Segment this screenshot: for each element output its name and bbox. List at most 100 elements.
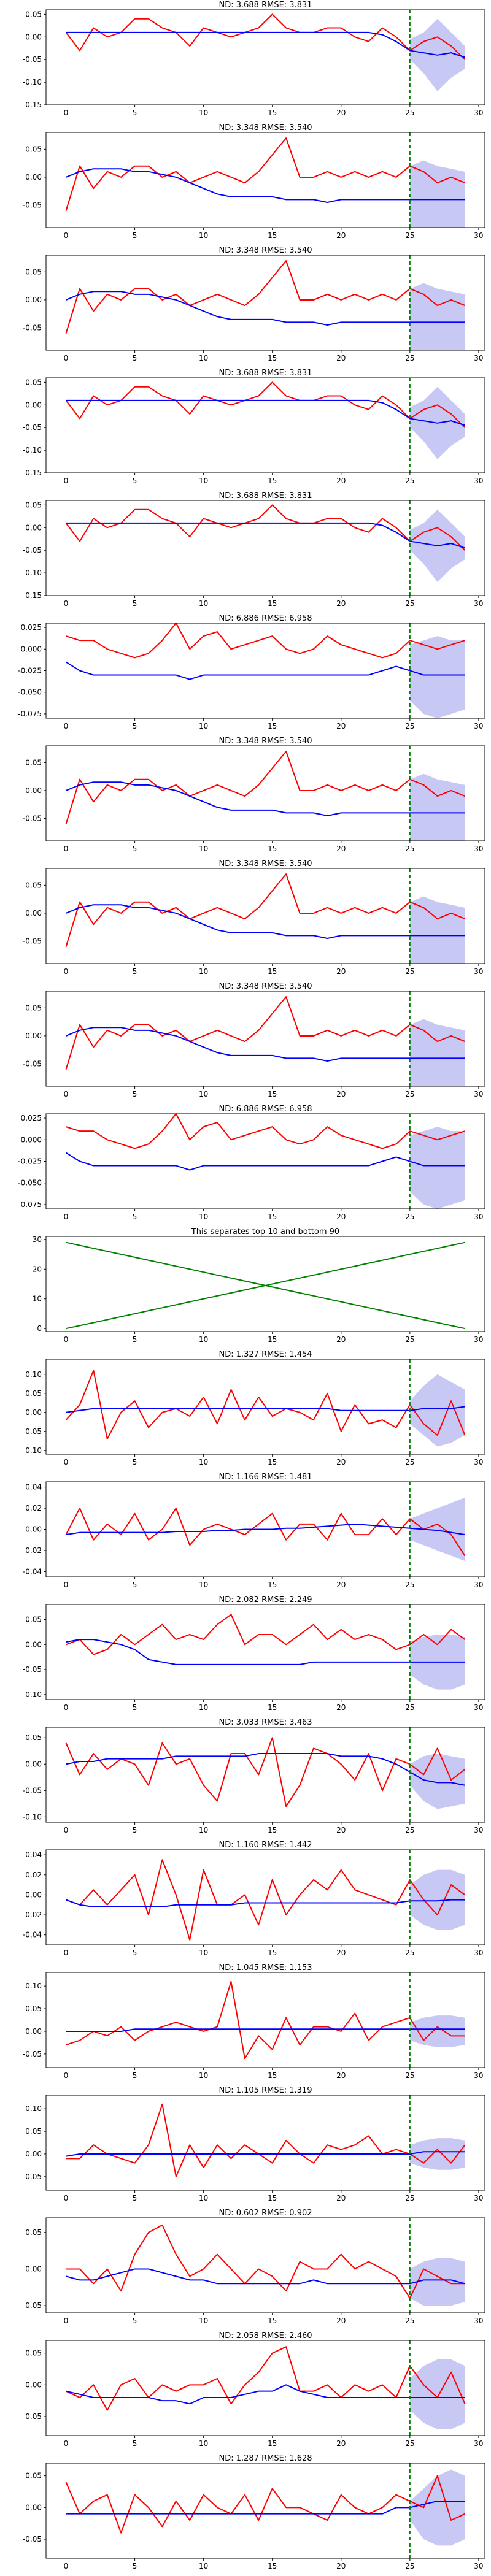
x-tick-label: 10	[199, 1703, 208, 1712]
x-tick-label: 25	[405, 722, 414, 730]
predicted-series-line	[66, 291, 465, 326]
x-tick-label: 0	[64, 2194, 69, 2202]
x-tick-label: 5	[133, 477, 137, 485]
axes-frame	[45, 2463, 485, 2559]
chart-panel-11: This separates top 10 and bottom 90 0 5 10 1…	[33, 1227, 485, 1344]
x-tick-label: 20	[336, 1335, 346, 1344]
predicted-series-line	[65, 661, 465, 680]
x-tick-label: 15	[268, 2071, 277, 2080]
actual-series-line	[66, 1614, 466, 1655]
x-tick-label: 5	[133, 1703, 137, 1712]
x-tick-label: 0	[64, 1703, 69, 1712]
uncertainty-band	[409, 1127, 465, 1209]
predicted-series-line	[66, 1523, 465, 1536]
x-tick-label: 15	[268, 231, 277, 240]
chart-title: ND: 2.058 RMSE: 2.460	[218, 2331, 312, 2340]
predicted-series-line	[66, 781, 465, 816]
chart-title: ND: 3.348 RMSE: 3.540	[218, 737, 312, 746]
uncertainty-band	[409, 2138, 465, 2170]
y-tick-label: -0.10	[23, 1690, 42, 1699]
x-tick-label: 30	[474, 845, 483, 853]
y-tick-label: -0.05	[23, 1665, 42, 1674]
y-tick-label: -0.05	[23, 1060, 42, 1068]
uncertainty-band	[409, 160, 465, 228]
axes-frame	[45, 1236, 485, 1332]
y-tick-label: 0.05	[25, 2228, 42, 2237]
uncertainty-band	[409, 2469, 465, 2546]
x-tick-label: 20	[336, 231, 346, 240]
predicted-series-line	[66, 1899, 465, 1907]
x-tick-label: 30	[474, 2071, 483, 2080]
y-tick-label: 20	[33, 1265, 42, 1273]
x-tick-label: 0	[64, 1581, 69, 1589]
chart-panel-7: ND: 3.348 RMSE: 3.540 0 5 10 15 20 25 30 0.05 0.0…	[23, 737, 485, 853]
y-tick-label: 0.00	[25, 1640, 42, 1649]
y-tick-label: 0.00	[25, 909, 42, 918]
actual-series-line	[65, 504, 466, 551]
x-tick-label: 20	[336, 477, 346, 485]
x-tick-label: 5	[133, 845, 137, 853]
predicted-series-line	[66, 31, 465, 58]
axes-frame	[45, 1972, 485, 2068]
axes-frame	[45, 868, 485, 964]
predicted-series-line	[66, 2501, 465, 2515]
x-tick-label: 10	[199, 1458, 208, 1466]
chart-title: ND: 0.602 RMSE: 0.902	[218, 2209, 312, 2218]
chart-title: ND: 3.688 RMSE: 3.831	[218, 369, 312, 378]
actual-series-line	[65, 996, 465, 1070]
x-tick-label: 20	[336, 2071, 346, 2080]
y-tick-label: 30	[33, 1235, 42, 1244]
x-tick-label: 0	[64, 1335, 69, 1344]
x-tick-label: 30	[474, 1703, 483, 1712]
x-tick-label: 15	[268, 354, 277, 362]
x-tick-label: 15	[268, 2317, 277, 2325]
x-tick-label: 25	[405, 2562, 414, 2570]
y-tick-label: -0.05	[23, 815, 42, 823]
y-tick-label: 0.00	[25, 2264, 42, 2273]
x-tick-label: 10	[199, 1335, 208, 1344]
chart-panel-5: ND: 3.688 RMSE: 3.831 0 5 10 15 20 25 30 0.05 0.0…	[23, 491, 485, 608]
x-tick-label: 15	[268, 1949, 277, 1957]
x-tick-label: 30	[474, 967, 483, 976]
x-tick-label: 10	[199, 2194, 208, 2202]
y-tick-label: 0.00	[25, 2027, 42, 2036]
x-tick-label: 20	[336, 1949, 346, 1957]
axes-frame	[45, 132, 485, 228]
y-tick-label: -0.05	[23, 55, 42, 64]
x-tick-label: 0	[64, 477, 69, 485]
x-tick-label: 20	[336, 722, 346, 730]
x-tick-label: 20	[336, 845, 346, 853]
chart-panel-13: ND: 1.166 RMSE: 1.481 0 5 10 15 20 25 30 0.04 0.0…	[23, 1473, 485, 1589]
y-tick-label: -0.05	[23, 201, 42, 210]
chart-panel-12: ND: 1.327 RMSE: 1.454 0 5 10 15 20 25 30 0.10 0.0…	[23, 1350, 485, 1466]
x-tick-label: 15	[268, 1458, 277, 1466]
uncertainty-band	[409, 1019, 465, 1086]
x-tick-label: 30	[474, 231, 483, 240]
x-tick-label: 20	[336, 1090, 346, 1098]
separator-line	[66, 1241, 465, 1330]
x-tick-label: 0	[64, 1213, 69, 1221]
actual-series-line	[66, 623, 465, 659]
x-tick-label: 5	[133, 599, 137, 608]
x-tick-label: 25	[405, 1335, 414, 1344]
x-tick-label: 10	[199, 2439, 208, 2448]
axes-frame	[45, 1727, 485, 1823]
x-tick-label: 25	[405, 1826, 414, 1834]
x-tick-label: 30	[474, 1949, 483, 1957]
y-tick-label: 0.00	[25, 1408, 42, 1417]
x-tick-label: 0	[64, 722, 69, 730]
x-tick-label: 10	[199, 477, 208, 485]
x-tick-label: 5	[133, 2071, 137, 2080]
x-tick-label: 25	[405, 1949, 414, 1957]
x-tick-label: 15	[268, 967, 277, 976]
y-tick-label: 0.00	[25, 1890, 42, 1899]
y-tick-label: 0.05	[25, 145, 42, 153]
actual-series-line	[66, 2103, 466, 2177]
x-tick-label: 30	[474, 722, 483, 730]
x-tick-label: 10	[199, 845, 208, 853]
predicted-series-line	[66, 1406, 465, 1413]
x-tick-label: 20	[336, 1458, 346, 1466]
x-tick-label: 5	[133, 1458, 137, 1466]
y-tick-label: 0.00	[25, 173, 42, 182]
y-tick-label: -0.05	[23, 1786, 42, 1795]
